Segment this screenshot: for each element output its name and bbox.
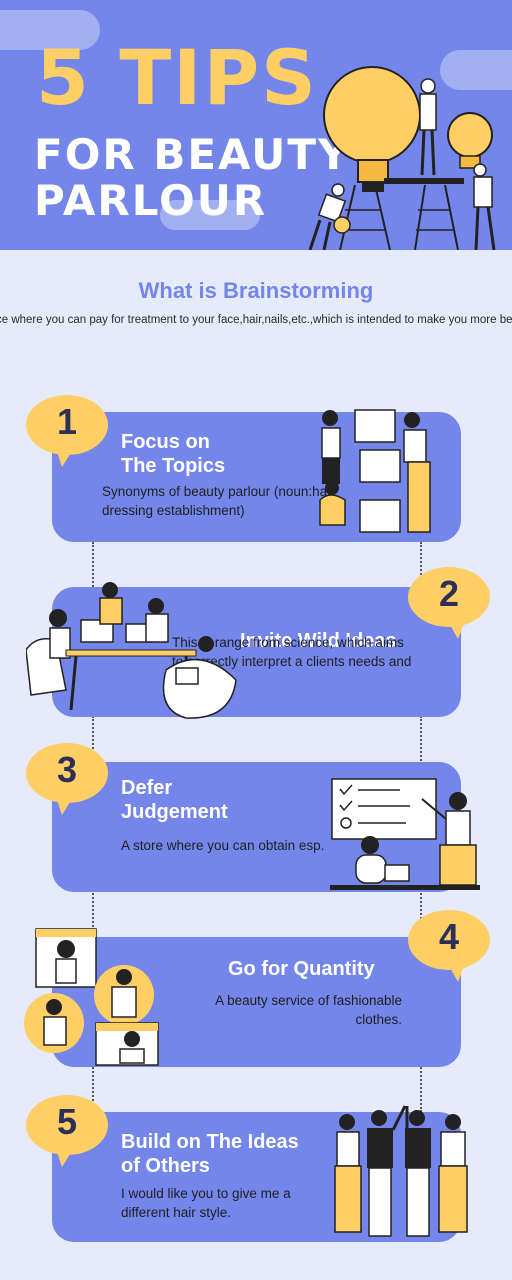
tip-number: 4 xyxy=(438,916,460,957)
tip-title: Defer Judgement xyxy=(121,777,228,823)
tip-description: A store where you can obtain esp. xyxy=(121,838,325,853)
tip-card-5: Build on The Ideas of Others I would lik… xyxy=(52,1112,461,1242)
header-banner: 5 TIPS FOR BEAUTY PARLOUR xyxy=(0,0,512,250)
lightbulb-team-illustration xyxy=(308,66,496,250)
subtitle-line-2: PARLOUR xyxy=(34,176,268,225)
tip-number-bubble-2: 2 xyxy=(408,567,490,639)
tip-number-bubble-4: 4 xyxy=(408,910,490,982)
tip-description: This is range from science, which aims t… xyxy=(172,635,412,688)
tip-number-bubble-1: 1 xyxy=(26,395,108,467)
cloud-decoration xyxy=(160,200,260,230)
connector-line xyxy=(92,1064,94,1112)
connector-line xyxy=(420,542,422,590)
checklist-board-illustration xyxy=(330,778,480,890)
connector-line xyxy=(420,1064,422,1112)
tip-number: 3 xyxy=(56,749,78,790)
tip-title: Invite Wild Ideas xyxy=(240,630,397,652)
subtitle-line-1: FOR BEAUTY xyxy=(34,130,351,179)
tip-number-bubble-3: 3 xyxy=(26,743,108,815)
tip-description: Synonyms of beauty parlour (noun:hair dr… xyxy=(102,484,335,518)
connector-line xyxy=(92,716,94,764)
tip-description: I would like you to give me a different … xyxy=(121,1186,291,1220)
connector-line xyxy=(92,542,94,590)
intro-description: ce where you can pay for treatment to yo… xyxy=(0,314,512,326)
connector-line xyxy=(92,890,94,938)
tip-title: Build on The Ideas of Others xyxy=(121,1131,299,1177)
connector-line xyxy=(420,890,422,938)
team-high-five-illustration xyxy=(334,1105,468,1237)
connector-line xyxy=(420,716,422,764)
main-title: 5 TIPS xyxy=(36,33,318,122)
tip-number-bubble-5: 5 xyxy=(26,1095,108,1167)
tip-title: Focus on The Topics xyxy=(121,431,226,477)
people-with-boxes-illustration xyxy=(319,409,431,533)
tip-number: 5 xyxy=(56,1101,78,1142)
cloud-decoration xyxy=(440,50,512,90)
cloud-decoration xyxy=(0,10,100,50)
video-call-illustration xyxy=(24,928,159,1066)
team-at-desk-illustration xyxy=(26,582,237,719)
intro-heading: What is Brainstorming xyxy=(138,278,374,303)
subtitle: FOR BEAUTY PARLOUR xyxy=(34,132,350,224)
tip-description: A beauty service of fashionable clothes. xyxy=(215,993,402,1027)
tip-title: Go for Quantity xyxy=(228,958,375,980)
tip-number: 1 xyxy=(56,401,78,442)
tip-number: 2 xyxy=(438,573,460,614)
